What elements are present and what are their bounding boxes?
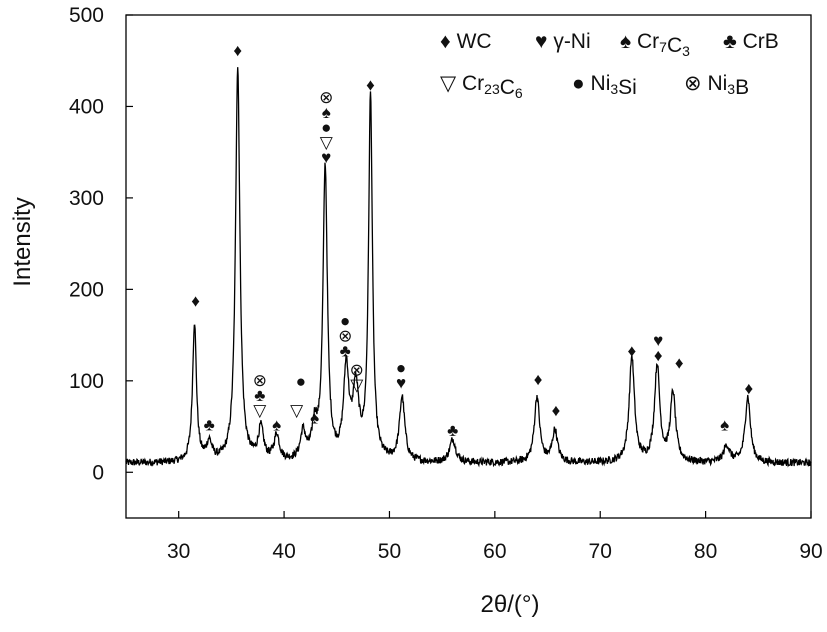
legend: ♦ WC ♥ γ-Ni ♠ Cr7C3 ♣ CrB ▽ Cr23C6 ● Ni3Si ⊗ N… bbox=[440, 30, 779, 101]
y-axis-title: Intensity bbox=[9, 197, 36, 286]
legend-entry: ♦ WC bbox=[440, 30, 492, 53]
peak-marker: ♠ bbox=[720, 416, 729, 435]
peak-marker: ♦ bbox=[233, 41, 242, 60]
x-tick-label: 90 bbox=[799, 540, 822, 563]
peak-marker: ▽ bbox=[253, 401, 267, 420]
y-tick-label: 500 bbox=[69, 4, 104, 27]
peak-marker: ♦ bbox=[191, 291, 200, 310]
peak-marker: ♦ bbox=[534, 370, 543, 389]
plot-frame bbox=[125, 14, 812, 519]
x-tick-label: 70 bbox=[589, 540, 612, 563]
peak-marker: ♦ bbox=[552, 401, 561, 420]
peak-marker: ● bbox=[396, 359, 406, 378]
peak-marker: ♣ bbox=[204, 416, 215, 435]
peak-marker: ● bbox=[340, 312, 350, 331]
peak-marker: ▽ bbox=[350, 375, 364, 394]
peak-marker: ♦ bbox=[654, 346, 663, 365]
peak-marker: ♦ bbox=[366, 76, 375, 95]
x-axis-title: 2θ/(°) bbox=[481, 591, 540, 618]
peak-marker: ♣ bbox=[340, 342, 351, 361]
x-tick-label: 60 bbox=[483, 540, 506, 563]
legend-entry: ♥ γ-Ni bbox=[535, 30, 591, 53]
legend-entry: ▽ Cr23C6 bbox=[440, 72, 523, 101]
x-tick-label: 40 bbox=[272, 540, 295, 563]
x-tick-labels: 30 40 50 60 70 80 90 bbox=[167, 540, 823, 563]
peak-marker: ♣ bbox=[447, 421, 458, 440]
peak-marker: ⊗ bbox=[253, 371, 267, 390]
peak-marker: ♦ bbox=[675, 354, 684, 373]
peak-marker: ⊗ bbox=[338, 327, 352, 346]
y-tick-label: 400 bbox=[69, 95, 104, 118]
legend-entry: ⊗ Ni3B bbox=[684, 72, 749, 99]
peak-marker: ♦ bbox=[744, 379, 753, 398]
peak-marker: ♦ bbox=[628, 342, 637, 361]
legend-entry: ♣ CrB bbox=[723, 30, 779, 53]
peak-marker: ▽ bbox=[320, 133, 334, 152]
peak-marker: ● bbox=[321, 118, 331, 137]
y-tick-label: 200 bbox=[69, 278, 104, 301]
peak-marker: ⊗ bbox=[319, 88, 333, 107]
peak-annotations: ♦♣♦▽♣⊗♠▽●♠♥▽●♠⊗♣⊗●▽⊗♦♥●♣♦♦♦ ♦♥♦♠♦ bbox=[191, 41, 753, 440]
peak-marker: ♠ bbox=[272, 416, 281, 435]
legend-entry: ● Ni3Si bbox=[572, 72, 637, 99]
peak-marker: ♠ bbox=[310, 408, 319, 427]
peak-marker: ▽ bbox=[290, 401, 304, 420]
y-tick-label: 300 bbox=[69, 187, 104, 210]
peak-marker: ♥ bbox=[396, 374, 406, 393]
x-tick-label: 80 bbox=[694, 540, 717, 563]
x-tick-label: 30 bbox=[167, 540, 190, 563]
x-tick-label: 50 bbox=[378, 540, 401, 563]
y-tick-label: 0 bbox=[92, 461, 104, 484]
peak-marker: ♠ bbox=[322, 103, 331, 122]
y-tick-label: 100 bbox=[69, 370, 104, 393]
y-tick-labels: 0 100 200 300 400 500 bbox=[69, 4, 104, 484]
legend-entry: ♠ Cr7C3 bbox=[620, 30, 690, 59]
peak-marker: ⊗ bbox=[350, 360, 364, 379]
peak-marker: ● bbox=[296, 372, 306, 391]
peak-marker: ♣ bbox=[254, 386, 265, 405]
peak-marker: ♥ bbox=[653, 331, 663, 350]
series-line bbox=[125, 67, 812, 468]
peak-marker: ♥ bbox=[321, 148, 331, 167]
axis-ticks bbox=[126, 14, 812, 518]
